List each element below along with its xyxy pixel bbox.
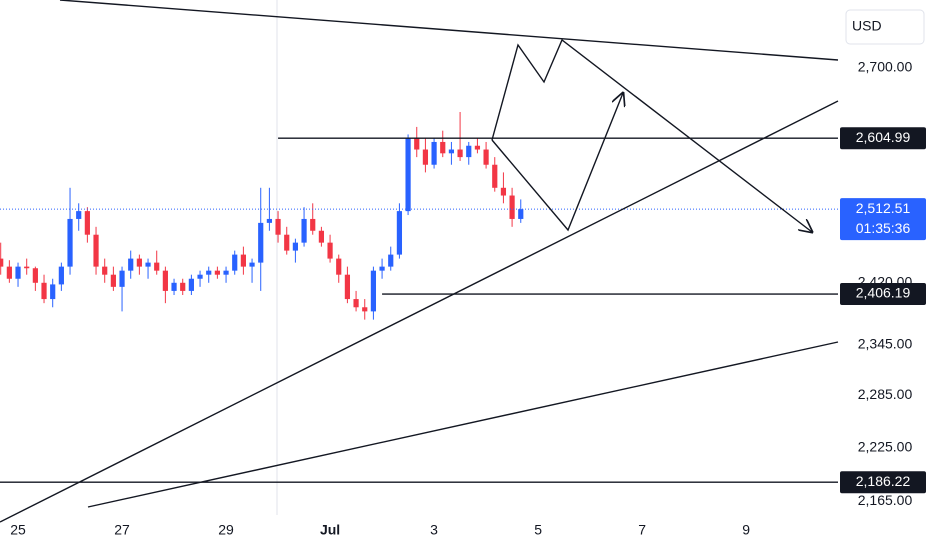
candle-body [370, 270, 377, 312]
candle-body [266, 218, 272, 223]
candle-body [414, 138, 420, 150]
candle-body [483, 149, 489, 165]
candle-body [119, 270, 125, 287]
candle-body [32, 268, 38, 283]
x-tick-label: 29 [218, 522, 234, 538]
candle-body [396, 211, 403, 255]
candle-body [379, 266, 385, 271]
projection-arrow [491, 38, 812, 232]
price-label-box [840, 127, 926, 150]
candle-body [318, 230, 325, 243]
candle-body [154, 262, 160, 271]
candle-body [232, 254, 238, 271]
x-tick-label: 5 [534, 522, 542, 538]
candle-body [67, 218, 73, 267]
x-tick-label: 9 [742, 522, 750, 538]
candle-body [58, 266, 64, 285]
candle-body [388, 254, 394, 267]
candle-body [405, 138, 411, 212]
candle-body [327, 242, 333, 259]
candle-body [422, 149, 429, 165]
price-label: 2,406.19 [856, 285, 911, 301]
candle-body [249, 262, 255, 267]
candle-body [223, 270, 229, 275]
candle-body [457, 149, 463, 158]
candle-body [518, 209, 524, 219]
candle-body [50, 284, 56, 300]
countdown: 01:35:36 [856, 220, 911, 236]
candle-body [76, 211, 82, 219]
candle-body [474, 145, 481, 150]
x-tick-label: 7 [638, 522, 646, 538]
candle-body [301, 218, 307, 243]
candle-body [171, 282, 177, 291]
candle-body [93, 234, 99, 267]
candle-body [353, 299, 359, 308]
price-label-box [840, 471, 926, 494]
candle-body [440, 141, 446, 154]
x-tick-label: Jul [320, 522, 340, 538]
y-tick-label: 2,165.00 [858, 492, 913, 508]
candle-body [448, 149, 455, 154]
candle-body [284, 234, 290, 251]
candle-body [310, 218, 316, 231]
candle-body [84, 211, 90, 235]
candle-body [197, 274, 203, 279]
candle-body [145, 262, 151, 267]
candle-body [275, 218, 281, 235]
price-label-box [840, 283, 926, 306]
candle-body [492, 164, 498, 188]
candle-body [431, 141, 437, 165]
candle-body [258, 222, 264, 263]
trendline [59, 0, 839, 61]
currency-box[interactable] [845, 9, 925, 45]
candle-body [188, 278, 194, 291]
projection-arrow [491, 93, 623, 232]
y-tick-label: 2,345.00 [858, 335, 913, 351]
price-label-box [840, 198, 926, 241]
candle-body [180, 282, 186, 291]
candle-body [344, 274, 351, 300]
candle-body [24, 266, 30, 269]
candle-body [128, 258, 134, 271]
candle-body [6, 266, 12, 279]
candle-body [466, 145, 472, 158]
y-tick-label: 2,700.00 [858, 59, 913, 75]
candle-body [240, 254, 246, 267]
trendline [0, 100, 839, 523]
candle-body [362, 307, 368, 312]
candle-body [206, 270, 212, 275]
candle-body [509, 195, 515, 219]
currency-label: USD [852, 18, 882, 34]
y-tick-label: 2,225.00 [858, 438, 913, 454]
x-tick-label: 25 [10, 522, 26, 538]
price-label: 2,186.22 [856, 473, 911, 489]
candle-body [15, 266, 21, 279]
candle-body [336, 258, 342, 275]
candle-body [110, 274, 116, 287]
x-tick-label: 3 [430, 522, 438, 538]
x-tick-label: 27 [114, 522, 130, 538]
drawings [0, 0, 839, 523]
price-label: 2,604.99 [856, 129, 911, 145]
y-tick-label: 2,285.00 [858, 386, 913, 402]
plot [0, 111, 838, 483]
candle-body [0, 258, 4, 267]
candle-body [214, 270, 220, 275]
candle-body [500, 187, 507, 196]
candle-body [41, 282, 47, 300]
candle-body [102, 266, 108, 275]
price-axis: 2,700.002,420.002,345.002,285.002,225.00… [840, 59, 926, 508]
candle-body [292, 242, 298, 251]
trendline [87, 341, 839, 508]
candle-body [136, 258, 142, 267]
candle-body [162, 270, 168, 291]
price-label: 2,512.51 [856, 200, 911, 216]
